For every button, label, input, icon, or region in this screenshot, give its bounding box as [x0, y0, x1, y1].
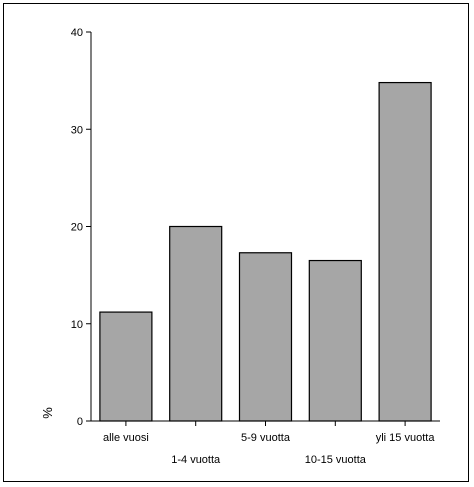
bar-4	[308, 259, 362, 422]
bar-3	[238, 252, 293, 422]
bar-1	[99, 311, 153, 422]
x-ticks: alle vuosi 1-4 vuotta 5-9 vuotta 10-15 vuot…	[103, 421, 435, 466]
y-tick-label: 20	[71, 222, 83, 234]
y-tick-label: 40	[71, 27, 83, 39]
bars	[99, 81, 432, 422]
y-tick-label: 0	[77, 416, 83, 428]
x-category-label: 10-15 vuotta	[305, 454, 367, 466]
y-tick-label: 10	[71, 319, 83, 331]
y-axis-title: %	[40, 407, 55, 419]
x-category-label: yli 15 vuotta	[376, 432, 436, 444]
x-category-label: 1-4 vuotta	[171, 454, 221, 466]
y-ticks: 0 10 20 30 40	[71, 27, 91, 428]
bar-2	[169, 225, 223, 422]
x-category-label: 5-9 vuotta	[241, 432, 291, 444]
bar-5	[378, 81, 432, 422]
x-category-label: alle vuosi	[103, 432, 149, 444]
y-tick-label: 30	[71, 124, 83, 136]
